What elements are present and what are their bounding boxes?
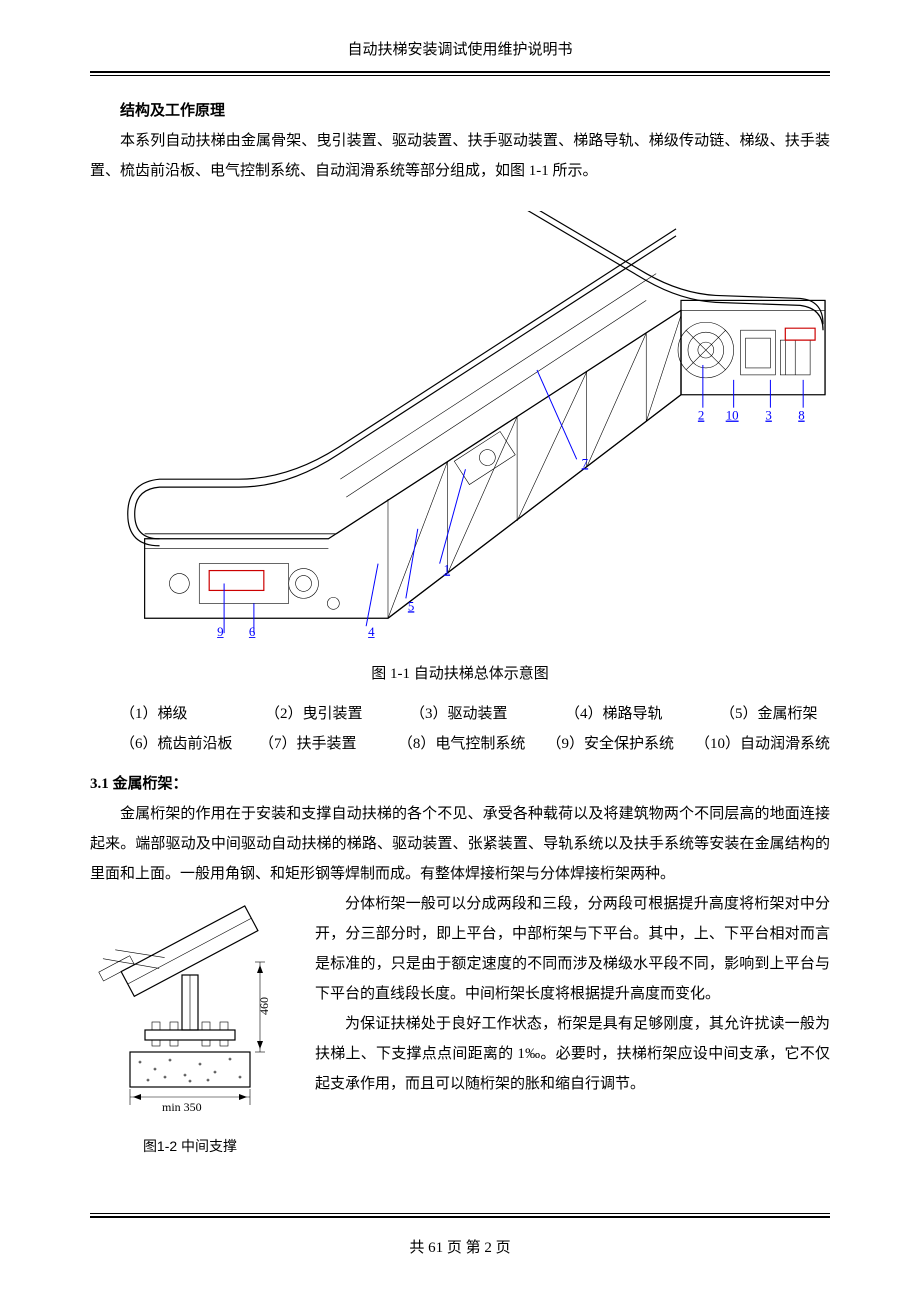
legend-2: （2）曳引装置 [265, 699, 410, 729]
figure-1-2: 460 min 350 图1-2 中间支撑 [90, 897, 290, 1160]
intro-paragraph: 本系列自动扶梯由金属骨架、曳引装置、驱动装置、扶手驱动装置、梯路导轨、梯级传动链… [90, 126, 830, 186]
legend-9: （9）安全保护系统 [546, 729, 695, 759]
legend-10: （10）自动润滑系统 [695, 729, 830, 759]
callout-9: 9 [217, 624, 223, 638]
callout-8: 8 [798, 408, 804, 423]
subsection-3-1-title: 3.1 金属桁架： [90, 769, 830, 799]
page-footer: 共 61 页 第 2 页 [90, 1233, 830, 1263]
legend-4: （4）梯路导轨 [565, 699, 720, 729]
legend-8: （8）电气控制系统 [398, 729, 547, 759]
dim-min350: min 350 [162, 1100, 202, 1114]
callout-6: 6 [249, 624, 256, 638]
section-title: 结构及工作原理 [90, 96, 830, 126]
legend-row-2: （6）梳齿前沿板 （7）扶手装置 （8）电气控制系统 （9）安全保护系统 （10… [90, 729, 830, 759]
figure-1-1: 7 1 5 4 9 6 2 10 3 8 [90, 211, 830, 649]
legend-5: （5）金属桁架 [720, 699, 818, 729]
legend-7: （7）扶手装置 [259, 729, 398, 759]
figure-1-2-caption: 图1-2 中间支撑 [90, 1132, 290, 1160]
document-header-title: 自动扶梯安装调试使用维护说明书 [90, 35, 830, 65]
callout-7: 7 [582, 455, 589, 470]
legend-3: （3）驱动装置 [410, 699, 565, 729]
callout-1: 1 [444, 562, 450, 577]
escalator-diagram-svg: 7 1 5 4 9 6 2 10 3 8 [90, 211, 830, 638]
callout-2: 2 [698, 408, 704, 423]
header-rule [90, 71, 830, 76]
dim-460: 460 [257, 997, 271, 1015]
legend-row-1: （1）梯级 （2）曳引装置 （3）驱动装置 （4）梯路导轨 （5）金属桁架 [90, 699, 830, 729]
callout-5: 5 [408, 598, 414, 613]
legend-1: （1）梯级 [120, 699, 265, 729]
support-diagram-svg: 460 min 350 [90, 897, 290, 1117]
callout-3: 3 [765, 408, 771, 423]
legend-6: （6）梳齿前沿板 [120, 729, 259, 759]
figure-1-1-caption: 图 1-1 自动扶梯总体示意图 [90, 659, 830, 689]
callout-10: 10 [726, 408, 739, 423]
subsection-para1: 金属桁架的作用在于安装和支撑自动扶梯的各个不见、承受各种载荷以及将建筑物两个不同… [90, 799, 830, 889]
callout-4: 4 [368, 624, 375, 638]
footer-rule [90, 1213, 830, 1218]
